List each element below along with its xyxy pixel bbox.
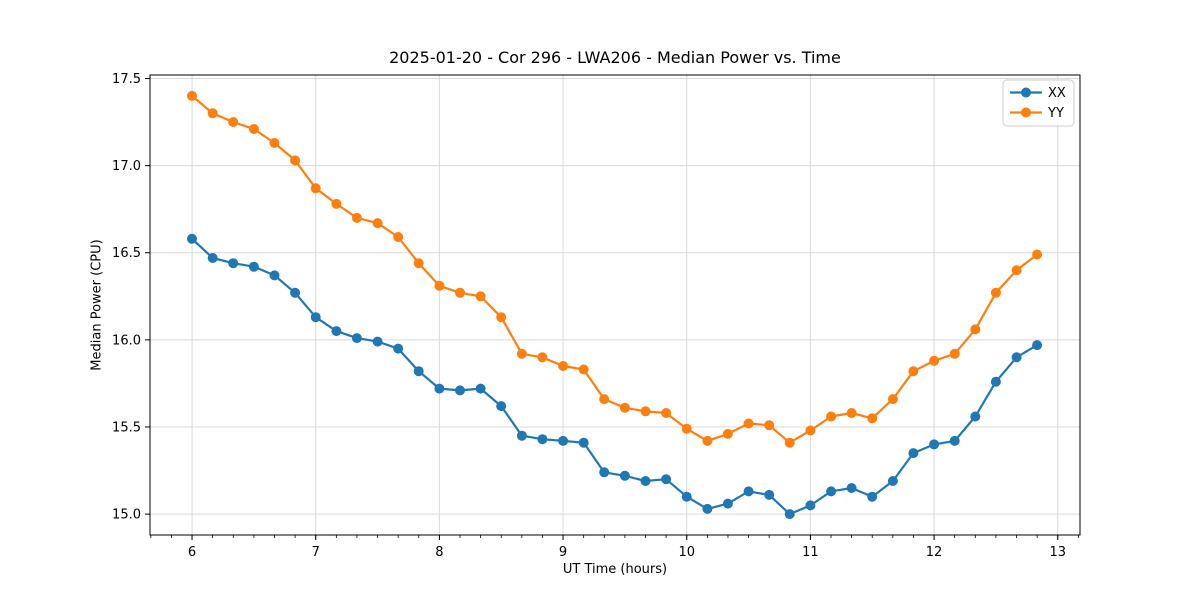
svg-text:XX: XX [1048,86,1066,101]
y-major-ticks: 15.0 15.5 16.0 16.5 17.0 17.5 [112,72,150,523]
chart-title: 2025-01-20 - Cor 296 - LWA206 - Median P… [389,48,841,67]
svg-text:16.5: 16.5 [112,246,141,261]
series-YY-line [191,95,1038,444]
svg-text:10: 10 [678,545,695,560]
svg-text:YY: YY [1047,106,1064,121]
y-gridlines [150,77,1080,515]
svg-text:6: 6 [188,545,196,560]
legend-entry-XX: XX [1010,86,1066,101]
svg-text:8: 8 [435,545,443,560]
series-XX-markers [187,233,1043,520]
series-YY-markers [187,90,1043,448]
legend-entry-YY: YY [1010,106,1064,121]
legend: XX YY [1002,79,1075,127]
x-gridlines [191,75,1059,535]
svg-text:15.0: 15.0 [112,508,141,523]
svg-text:17.0: 17.0 [112,159,141,174]
svg-text:9: 9 [559,545,567,560]
x-axis-label: UT Time (hours) [562,562,668,577]
svg-text:13: 13 [1049,545,1066,560]
svg-text:16.0: 16.0 [112,333,141,348]
svg-text:12: 12 [926,545,943,560]
x-major-ticks: 6 7 8 9 10 11 12 13 [188,535,1066,560]
svg-text:15.5: 15.5 [112,420,141,435]
svg-text:11: 11 [802,545,819,560]
svg-text:17.5: 17.5 [112,72,141,87]
svg-text:7: 7 [312,545,320,560]
plot-border [149,74,1081,536]
